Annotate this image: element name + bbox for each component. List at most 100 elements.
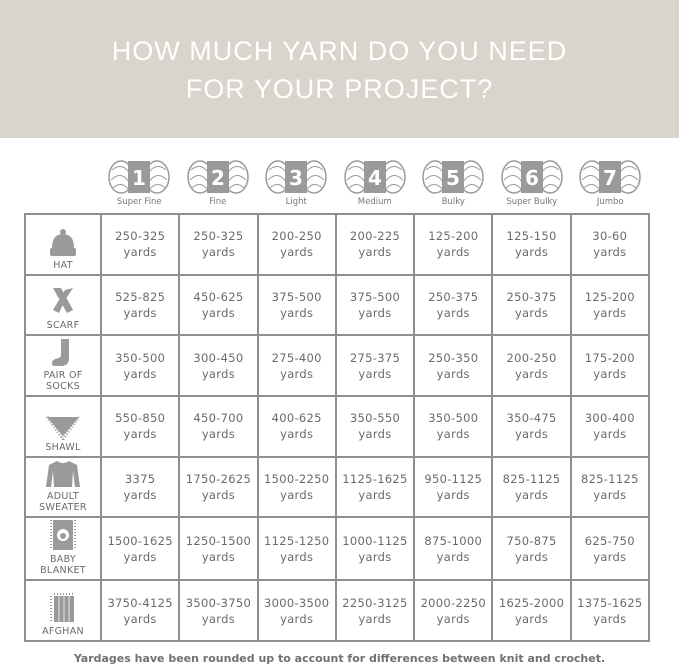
yardage-cell: 275-400 yards [256,334,337,398]
yardage-cell: 2000-2250 yards [413,579,494,643]
unit-label: yards [358,549,392,564]
yarn-skein-icon: 2 [179,158,258,196]
yardage-range: 300-450 [193,350,244,365]
yardage-range: 200-250 [506,350,557,365]
project-cell: BABY BLANKET [24,516,102,582]
yarn-skein-icon: 1 [100,158,179,196]
unit-label: yards [436,306,470,321]
yardage-range: 875-1000 [424,533,483,548]
yardage-cell: 3500-3750 yards [178,579,259,643]
footnote: Yardages have been rounded up to account… [73,652,606,665]
yardage-range: 350-475 [506,411,557,426]
yardage-cell: 275-375 yards [334,334,416,398]
yardage-cell: 250-350 yards [413,334,494,398]
title-line-1: HOW MUCH YARN DO YOU NEED [111,36,568,66]
unit-label: yards [280,245,314,260]
yardage-cell: 125-200 yards [413,213,494,276]
project-cell: HAT [24,213,102,276]
unit-label: yards [123,366,157,381]
weight-label: Light [285,197,307,207]
yardage-range: 350-500 [115,350,166,365]
project-cell: ADULT SWEATER [24,455,102,519]
yardage-cell: 375-500 yards [256,273,337,337]
yardage-range: 625-750 [584,533,635,548]
yarn-weight-2: 2 Fine [179,158,258,207]
yardage-range: 250-325 [193,229,244,244]
unit-label: yards [593,306,627,321]
yardage-range: 750-875 [506,533,557,548]
unit-label: yards [514,427,549,442]
yarn-skein-icon: 7 [571,158,650,196]
yardage-cell: 250-325 yards [178,213,259,276]
svg-text:1: 1 [132,166,146,190]
unit-label: yards [201,366,235,381]
yardage-cell: 750-875 yards [491,516,572,582]
yardage-range: 3750-4125 [107,595,173,610]
unit-label: yards [123,611,157,626]
yardage-cell: 625-750 yards [569,516,651,582]
yarn-weight-6: 6 Super Bulky [493,158,572,207]
yardage-cell: 550-850 yards [99,395,181,458]
unit-label: yards [280,366,314,381]
project-cell: SCARF [24,273,102,337]
unit-label: yards [436,549,470,564]
table-row: BABY BLANKET 1500-1625 yards 1250-1500 yards 1… [24,516,651,582]
yardage-range: 250-325 [115,229,166,244]
unit-label: yards [201,427,235,442]
yardage-range: 825-1125 [502,472,561,487]
yardage-cell: 350-500 yards [413,395,494,458]
table-row: ADULT SWEATER 3375 yards 1750-2625 yards 1500-… [24,455,651,519]
weight-label: Medium [357,197,392,207]
unit-label: yards [358,611,392,626]
sweater-icon [26,459,100,489]
yardage-range: 175-200 [584,350,635,365]
yardage-range: 2250-3125 [342,595,408,610]
yarn-weight-5: 5 Bulky [414,158,493,207]
yardage-cell: 30-60 yards [569,213,651,276]
weight-label: Jumbo [596,197,624,207]
unit-label: yards [514,366,549,381]
unit-label: yards [201,611,235,626]
yardage-cell: 1125-1250 yards [256,516,337,582]
unit-label: yards [280,427,314,442]
unit-label: yards [436,488,470,503]
table-row: PAIR OF SOCKS 350-500 yards 300-450 yards 275-… [24,334,651,398]
table-row: AFGHAN 3750-4125 yards 3500-3750 yards 3000-3… [24,579,651,643]
yardage-range: 125-200 [584,290,635,305]
unit-label: yards [280,488,314,503]
yardage-range: 825-1125 [580,472,639,487]
yardage-cell: 125-150 yards [491,213,572,276]
yarn-skein-icon: 6 [493,158,572,196]
yardage-table: HAT 250-325 yards 250-325 yards 200-250 yards 2… [24,213,651,643]
yardage-cell: 3375 yards [99,455,181,519]
project-name: SHAWL [45,441,81,453]
yardage-range: 450-625 [193,290,244,305]
unit-label: yards [280,549,314,564]
yardage-range: 3375 [124,472,156,487]
yardage-cell: 375-500 yards [334,273,416,337]
yarn-weight-4: 4 Medium [336,158,415,207]
yardage-range: 275-375 [349,350,401,365]
yardage-range: 300-400 [584,411,635,426]
yardage-range: 200-250 [271,229,322,244]
unit-label: yards [593,549,627,564]
svg-text:7: 7 [603,166,617,190]
unit-label: yards [358,427,392,442]
unit-label: yards [436,427,470,442]
yardage-cell: 350-550 yards [334,395,416,458]
weight-label: Bulky [441,197,465,207]
yardage-range: 200-225 [349,229,401,244]
weight-label: Fine [209,197,227,207]
yardage-range: 450-700 [193,411,244,426]
project-name: HAT [53,259,73,271]
unit-label: yards [593,245,627,260]
unit-label: yards [358,366,392,381]
yardage-range: 1500-2250 [264,472,330,487]
weight-label: Super Fine [116,197,162,207]
yardage-range: 30-60 [592,229,628,244]
yardage-range: 1000-1125 [342,533,408,548]
table-row: SCARF 525-825 yards 450-625 yards 375-500 yard… [24,273,651,337]
yardage-range: 525-825 [115,290,166,305]
scarf-icon [26,286,100,318]
yardage-cell: 450-700 yards [178,395,259,458]
